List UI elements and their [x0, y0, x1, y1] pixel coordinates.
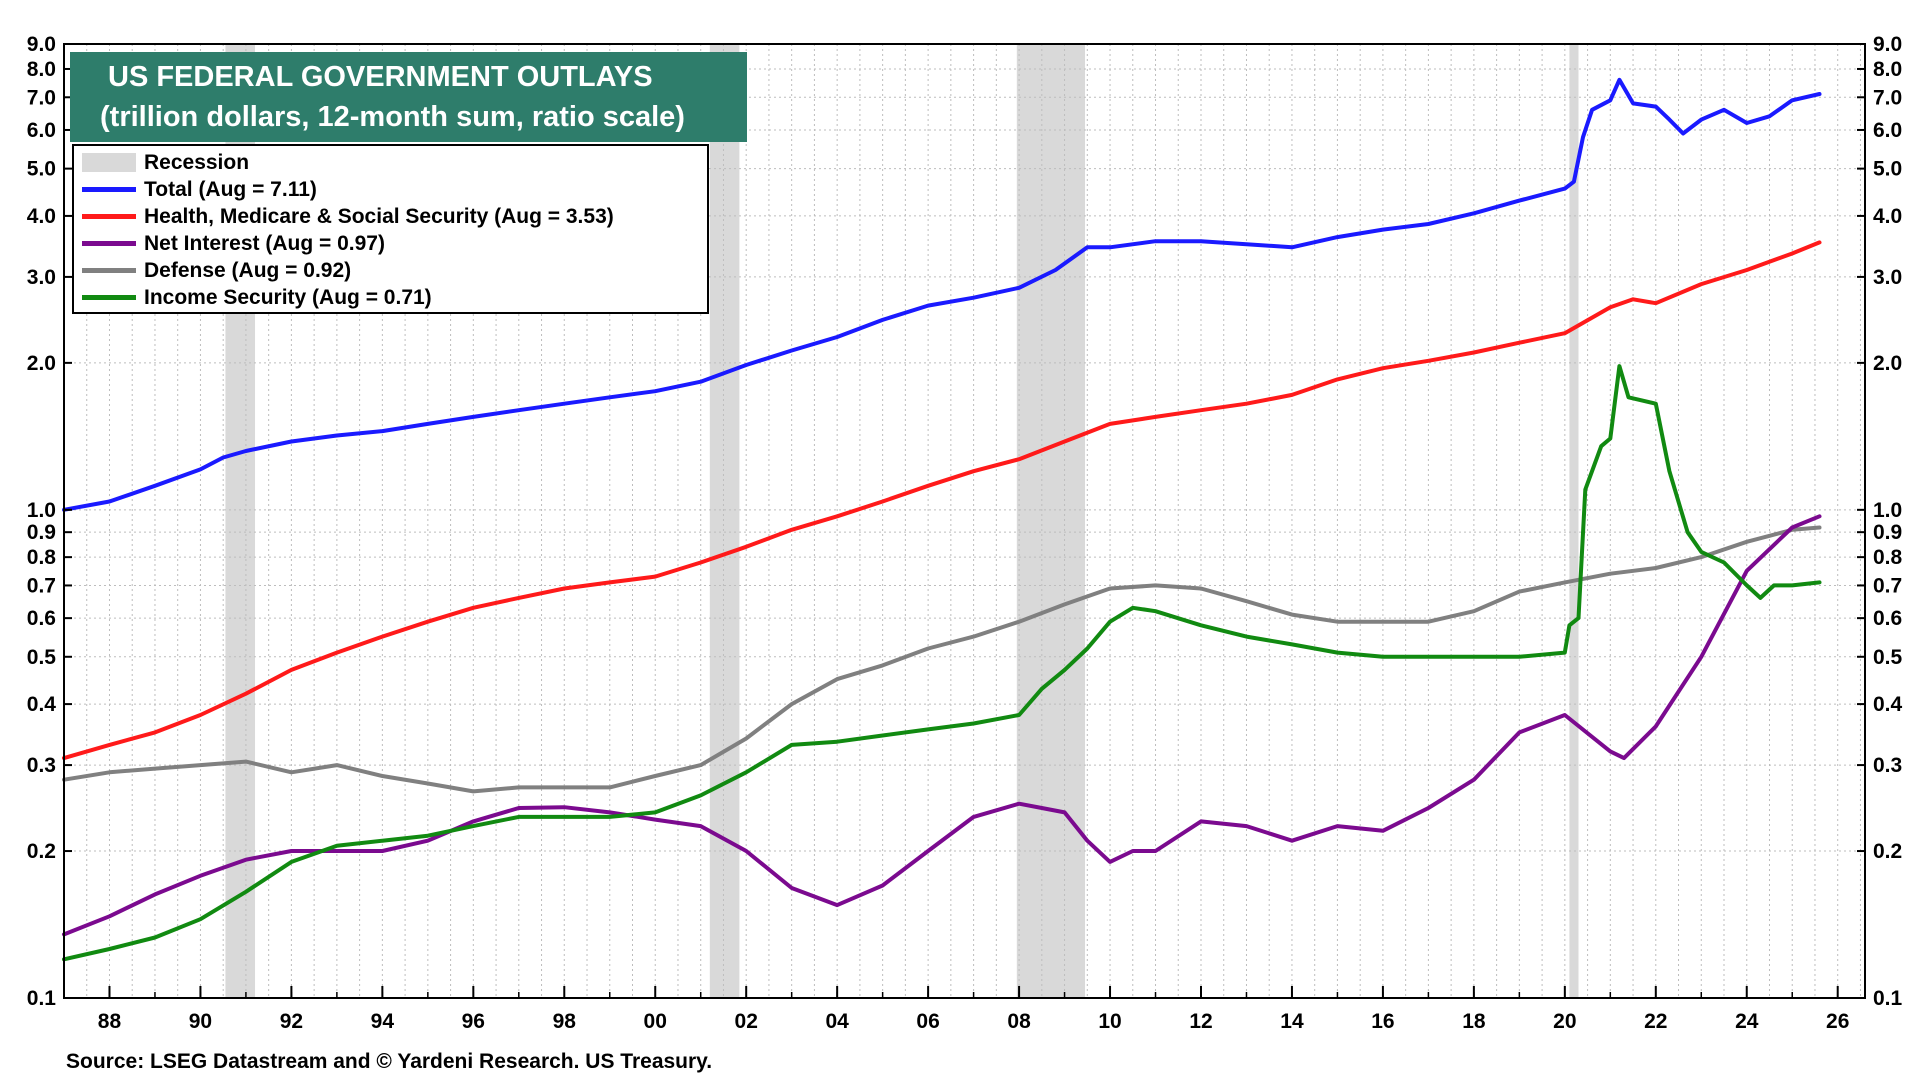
y-tick-label-right: 3.0 [1873, 266, 1902, 289]
y-tick-label-right: 5.0 [1873, 158, 1902, 181]
y-tick-label-left: 6.0 [27, 119, 56, 142]
x-tick-label: 92 [280, 1010, 303, 1033]
series-line [62, 77, 1822, 512]
legend-label: Defense (Aug = 0.92) [144, 258, 352, 282]
y-tick-label-left: 2.0 [27, 352, 56, 375]
y-tick-label-left: 0.1 [27, 987, 57, 1010]
y-tick-label-right: 7.0 [1873, 86, 1902, 109]
legend-label: Health, Medicare & Social Security (Aug … [144, 204, 614, 228]
x-tick-label: 06 [916, 1010, 939, 1033]
x-tick-label: 04 [825, 1010, 849, 1033]
x-tick-label: 90 [189, 1010, 212, 1033]
y-tick-label-left: 0.5 [27, 646, 57, 669]
y-tick-label-left: 5.0 [27, 158, 56, 181]
x-tick-label: 16 [1371, 1010, 1394, 1033]
legend-item-health: Health, Medicare & Social Security (Aug … [82, 203, 707, 230]
y-tick-label-left: 0.9 [27, 521, 56, 544]
legend-item-defense: Defense (Aug = 0.92) [82, 257, 707, 284]
x-tick-label: 20 [1553, 1010, 1576, 1033]
series-line [62, 514, 1822, 937]
legend-item-net-interest: Net Interest (Aug = 0.97) [82, 230, 707, 257]
y-tick-label-left: 4.0 [27, 205, 56, 228]
legend-label: Recession [144, 150, 250, 174]
y-tick-label-left: 7.0 [27, 86, 56, 109]
x-tick-label: 24 [1735, 1010, 1759, 1033]
x-tick-label: 26 [1826, 1010, 1849, 1033]
legend-item-total: Total (Aug = 7.11) [82, 176, 707, 203]
y-tick-label-right: 8.0 [1873, 58, 1902, 81]
plot-frame [63, 43, 1866, 999]
x-tick-label: 22 [1644, 1010, 1667, 1033]
y-tick-label-right: 0.8 [1873, 546, 1903, 569]
x-tick-label: 14 [1280, 1010, 1304, 1033]
y-tick-label-right: 0.2 [1873, 840, 1902, 863]
net-interest-swatch [82, 241, 136, 246]
recession-swatch [82, 153, 136, 172]
x-tick-label: 00 [644, 1010, 667, 1033]
y-tick-label-left: 0.3 [27, 754, 56, 777]
income-security-swatch [82, 295, 136, 300]
source-note: Source: LSEG Datastream and © Yardeni Re… [66, 1050, 713, 1073]
y-tick-label-right: 2.0 [1873, 352, 1902, 375]
y-tick-label-right: 9.0 [1873, 33, 1902, 56]
y-tick-label-left: 1.0 [27, 499, 56, 522]
legend-label: Net Interest (Aug = 0.97) [144, 231, 385, 255]
recession-band [1569, 44, 1579, 998]
total-swatch [82, 187, 136, 192]
y-tick-label-right: 0.5 [1873, 646, 1903, 669]
chart-title-box: US FEDERAL GOVERNMENT OUTLAYS (trillion … [70, 52, 747, 142]
series-line [62, 240, 1822, 761]
y-tick-label-right: 0.7 [1873, 574, 1902, 597]
y-tick-label-left: 8.0 [27, 58, 56, 81]
y-tick-label-right: 1.0 [1873, 499, 1902, 522]
y-tick-label-left: 0.4 [27, 693, 57, 716]
x-tick-label: 88 [98, 1010, 122, 1033]
x-tick-label: 96 [462, 1010, 485, 1033]
series-line [62, 364, 1822, 962]
recession-band [709, 44, 740, 998]
grid-lines [64, 43, 1865, 999]
chart-title: US FEDERAL GOVERNMENT OUTLAYS [108, 61, 653, 93]
defense-swatch [82, 268, 136, 273]
series-line [62, 525, 1822, 794]
legend-label: Income Security (Aug = 0.71) [144, 285, 432, 309]
y-tick-label-right: 0.6 [1873, 607, 1902, 630]
y-tick-label-right: 6.0 [1873, 119, 1902, 142]
legend-item-income-security: Income Security (Aug = 0.71) [82, 284, 707, 311]
y-tick-label-left: 0.7 [27, 574, 56, 597]
x-tick-label: 94 [371, 1010, 395, 1033]
x-tick-label: 12 [1189, 1010, 1212, 1033]
legend: Recession Total (Aug = 7.11) Health, Med… [72, 144, 709, 314]
y-tick-label-right: 0.1 [1873, 987, 1903, 1010]
axis-tick-labels: 0.1 0.1 0.2 0.2 0.3 0.3 0.4 0.4 0.5 0.5 0.6 0.6 0.7 0… [27, 33, 1903, 1033]
recession-band [1016, 44, 1086, 998]
y-tick-label-right: 4.0 [1873, 205, 1902, 228]
y-tick-label-right: 0.9 [1873, 521, 1902, 544]
x-tick-label: 10 [1098, 1010, 1121, 1033]
series-lines [62, 77, 1822, 962]
y-tick-label-right: 0.3 [1873, 754, 1902, 777]
legend-label: Total (Aug = 7.11) [144, 177, 317, 201]
x-tick-label: 98 [553, 1010, 577, 1033]
y-tick-label-right: 0.4 [1873, 693, 1903, 716]
x-tick-label: 02 [735, 1010, 758, 1033]
y-tick-label-left: 9.0 [27, 33, 56, 56]
x-tick-label: 08 [1007, 1010, 1031, 1033]
y-tick-label-left: 0.2 [27, 840, 56, 863]
x-tick-label: 18 [1462, 1010, 1486, 1033]
legend-item-recession: Recession [82, 149, 707, 176]
health-swatch [82, 214, 136, 219]
chart-subtitle: (trillion dollars, 12-month sum, ratio s… [100, 101, 685, 133]
y-tick-label-left: 0.8 [27, 546, 57, 569]
y-tick-label-left: 3.0 [27, 266, 56, 289]
y-tick-label-left: 0.6 [27, 607, 56, 630]
